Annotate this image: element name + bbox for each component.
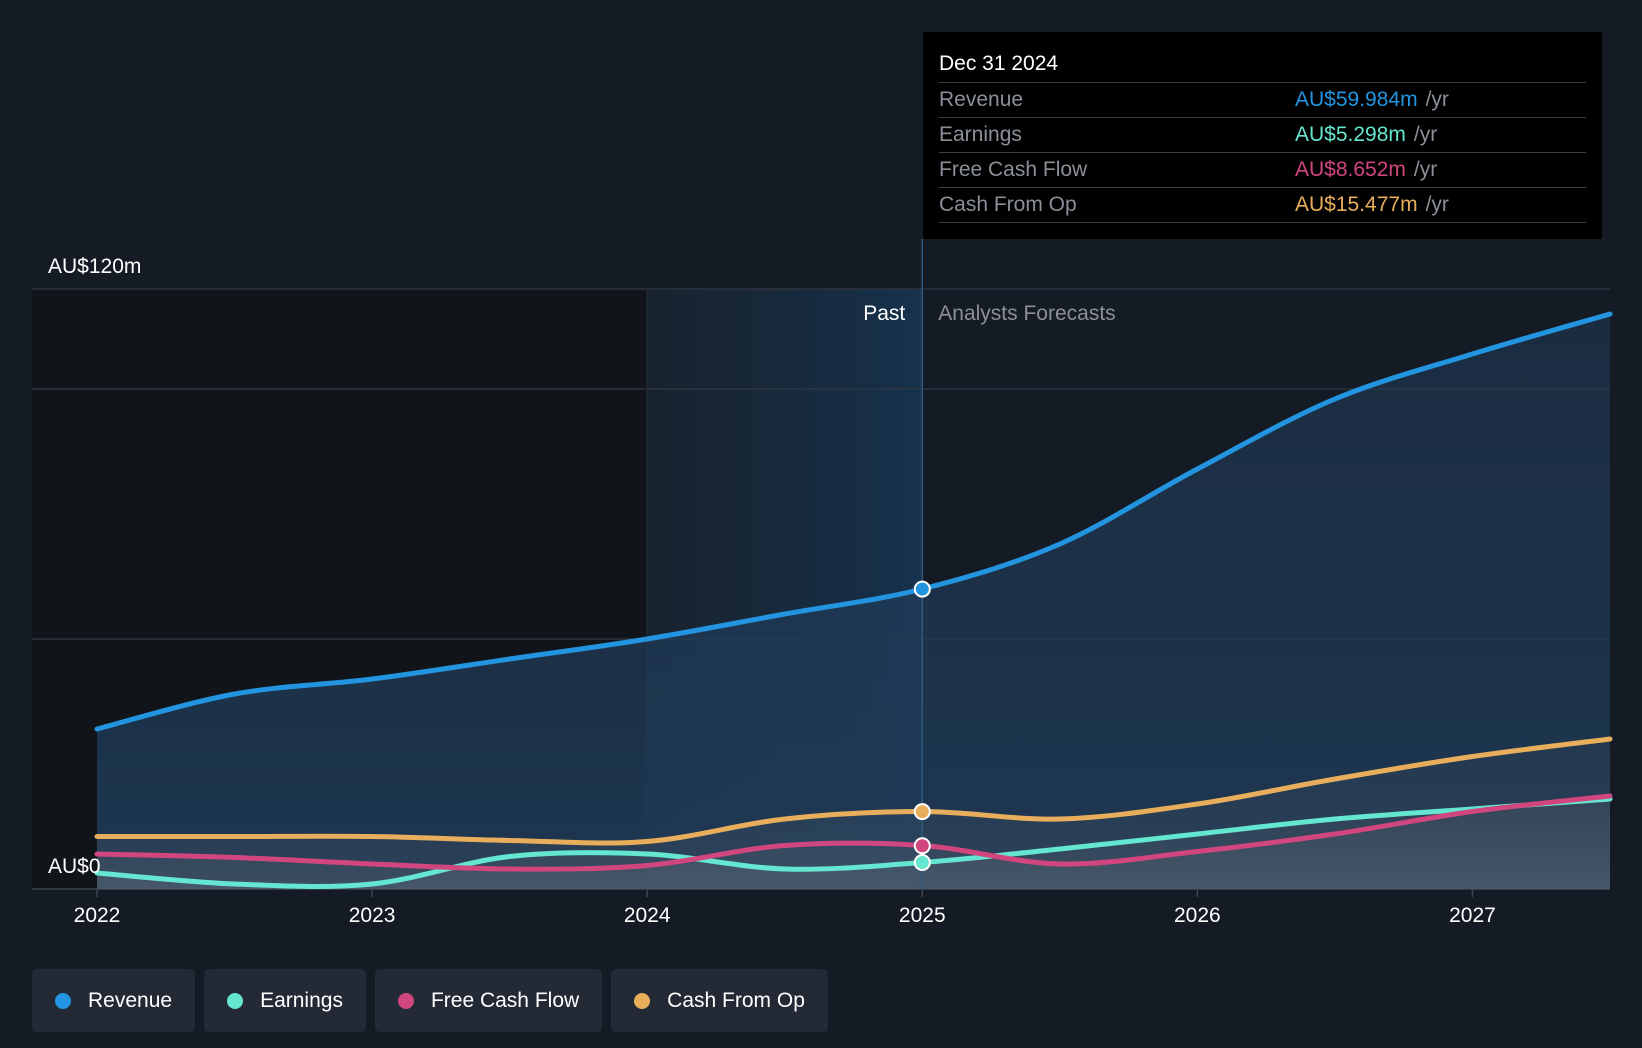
earnings-marker: [913, 854, 931, 872]
tooltip-unit: /yr: [1425, 88, 1449, 111]
series-lines: [94, 311, 1613, 890]
x-tick-label: 2023: [349, 904, 396, 927]
tooltip-label: Cash From Op: [939, 193, 1077, 216]
tooltip-row-cash-from-op: Cash From Op AU$15.477m /yr: [939, 188, 1586, 223]
tooltip-unit: /yr: [1425, 193, 1449, 216]
legend-item-revenue[interactable]: Revenue: [32, 969, 196, 1032]
y-tick-label: AU$0: [48, 855, 101, 878]
earnings-dot-icon: [227, 992, 244, 1009]
tooltip-label: Free Cash Flow: [939, 158, 1088, 181]
tooltip-unit: /yr: [1413, 123, 1438, 146]
x-tick-label: 2024: [624, 904, 671, 927]
tooltip-label: Revenue: [939, 88, 1024, 111]
y-tick-label: AU$120m: [48, 255, 141, 278]
series-markers: [913, 580, 931, 872]
forecast-label: Analysts Forecasts: [938, 302, 1115, 325]
legend-item-earnings[interactable]: Earnings: [204, 969, 366, 1032]
axes: 2022 2023 2024 2025 2026 2027 AU$120m AU$0: [48, 255, 1496, 927]
cash-from-op-marker: [913, 803, 931, 821]
tooltip-row-free-cash-flow: Free Cash Flow AU$8.652m /yr: [939, 153, 1586, 188]
tooltip-row-revenue: Revenue AU$59.984m /yr: [939, 83, 1586, 118]
legend-label: Cash From Op: [667, 988, 805, 1012]
tooltip: Dec 31 2024 Revenue AU$59.984m /yr Earni…: [923, 32, 1602, 239]
legend-item-cash-from-op[interactable]: Cash From Op: [611, 969, 828, 1032]
tooltip-row-earnings: Earnings AU$5.298m /yr: [939, 118, 1586, 153]
past-label: Past: [863, 302, 905, 325]
x-tick-label: 2027: [1449, 904, 1496, 927]
legend-label: Earnings: [260, 988, 343, 1012]
legend-item-free-cash-flow[interactable]: Free Cash Flow: [374, 969, 603, 1032]
cash-from-op-line: [94, 736, 1613, 846]
free-cash-flow-marker: [913, 837, 931, 855]
revenue-marker: [913, 580, 931, 598]
earnings-line: [94, 796, 1613, 890]
free-cash-flow-line: [94, 793, 1613, 872]
x-tick-label: 2026: [1174, 904, 1221, 927]
revenue-area: [97, 314, 1610, 889]
legend-label: Free Cash Flow: [430, 988, 580, 1012]
tooltip-date: Dec 31 2024: [939, 46, 1586, 83]
tooltip-value: AU$15.477m: [1295, 193, 1418, 216]
x-tick-label: 2022: [74, 904, 121, 927]
tooltip-value: AU$5.298m: [1295, 123, 1406, 146]
revenue-dot-icon: [55, 992, 71, 1009]
tooltip-value: AU$8.652m: [1295, 158, 1406, 181]
legend-label: Revenue: [88, 988, 173, 1012]
free-cash-flow-dot-icon: [397, 992, 414, 1009]
tooltip-value: AU$59.984m: [1295, 88, 1418, 111]
tooltip-unit: /yr: [1413, 158, 1438, 181]
revenue-line: [94, 311, 1613, 732]
x-tick-label: 2025: [899, 904, 946, 927]
cash-from-op-dot-icon: [634, 992, 651, 1009]
legend: Revenue Earnings Free Cash Flow Cash Fro…: [32, 969, 828, 1032]
tooltip-label: Earnings: [939, 123, 1022, 146]
